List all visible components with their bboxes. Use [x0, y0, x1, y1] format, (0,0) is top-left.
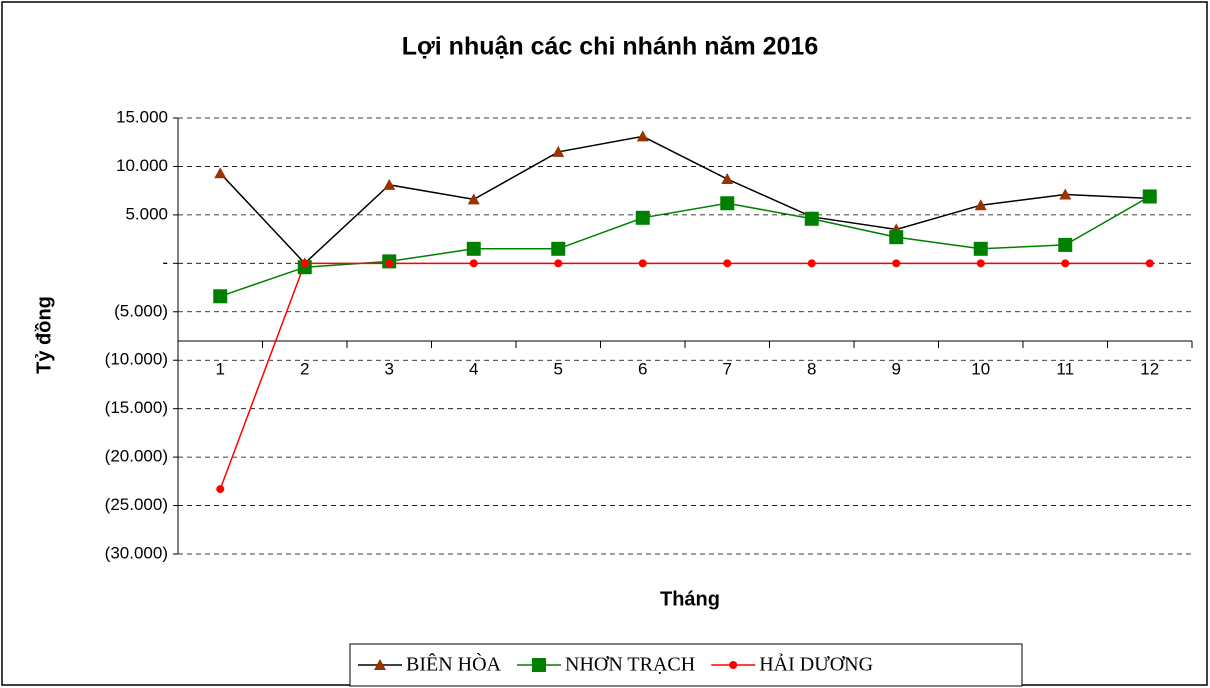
data-point: [1061, 259, 1070, 268]
legend-label: HẢI DƯƠNG: [759, 653, 873, 676]
x-tick-label: 5: [554, 359, 563, 378]
data-point: [638, 259, 647, 268]
legend-label: NHƠN TRẠCH: [565, 654, 695, 676]
x-tick-label: 11: [1056, 359, 1074, 378]
data-point: [804, 211, 819, 226]
y-tick-label: (15.000): [105, 398, 168, 417]
data-point: [300, 259, 309, 268]
x-tick-label: 8: [807, 359, 816, 378]
data-point: [976, 259, 985, 268]
legend-marker: [532, 658, 546, 672]
data-point: [807, 259, 816, 268]
data-point: [1142, 189, 1157, 204]
y-axis-title: Tỷ đồng: [33, 296, 55, 374]
data-point: [469, 259, 478, 268]
x-tick-label: 1: [216, 359, 225, 378]
series-line: [220, 195, 1151, 297]
x-axis-title: Tháng: [660, 588, 720, 610]
data-point: [974, 199, 987, 211]
data-point: [551, 241, 566, 256]
legend-marker: [729, 661, 738, 669]
y-tick-label: (25.000): [105, 495, 168, 514]
y-tick-label: (10.000): [105, 350, 168, 369]
x-tick-label: 7: [723, 359, 732, 378]
y-tick-label: -: [162, 253, 168, 272]
x-tick-label: 3: [385, 359, 394, 378]
data-point: [636, 130, 649, 142]
data-point: [467, 193, 480, 205]
y-tick-label: 5.000: [125, 204, 168, 223]
data-point: [1058, 237, 1073, 252]
data-point: [721, 173, 734, 185]
data-point: [1059, 188, 1072, 200]
y-tick-label: (30.000): [105, 543, 168, 562]
y-tick-label: (20.000): [105, 447, 168, 466]
y-tick-label: 10.000: [116, 156, 168, 175]
series-line: [219, 262, 1150, 490]
chart-title: Lợi nhuận các chi nhánh năm 2016: [402, 33, 819, 61]
data-point: [383, 178, 396, 190]
data-point: [216, 485, 225, 494]
data-point: [1145, 259, 1154, 268]
data-point: [213, 289, 228, 304]
legend-label: BIÊN HÒA: [406, 652, 502, 676]
data-point: [889, 230, 904, 245]
x-tick-label: 4: [469, 359, 478, 378]
data-point: [466, 241, 481, 256]
x-tick-label: 6: [638, 359, 647, 378]
data-point: [552, 145, 565, 157]
data-point: [720, 196, 735, 211]
data-point: [635, 210, 650, 225]
x-tick-label: 10: [971, 359, 990, 378]
data-point: [723, 259, 732, 268]
x-tick-label: 9: [892, 359, 901, 378]
x-tick-label: 12: [1140, 359, 1159, 378]
y-tick-label: (5.000): [114, 301, 168, 320]
data-point: [214, 167, 227, 179]
data-point: [973, 241, 988, 256]
x-tick-label: 2: [300, 359, 309, 378]
data-point: [892, 259, 901, 268]
data-point: [385, 259, 394, 268]
data-point: [554, 259, 563, 268]
legend-marker: [374, 659, 386, 670]
series-line: [219, 135, 1150, 265]
y-tick-label: 15.000: [116, 107, 168, 126]
legend-box: [349, 643, 1023, 687]
